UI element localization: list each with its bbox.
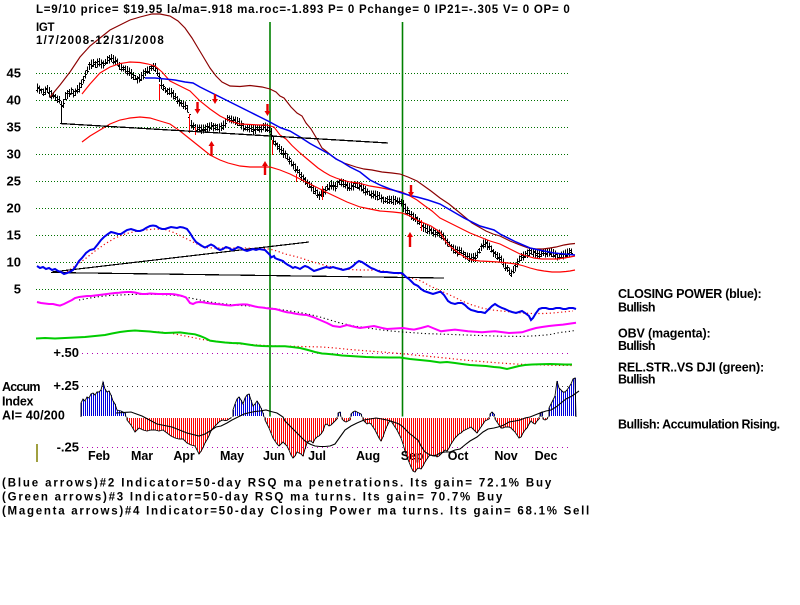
svg-text:Bullish: Bullish	[618, 301, 655, 315]
svg-text:1/7/2008-12/31/2008: 1/7/2008-12/31/2008	[36, 35, 165, 47]
svg-text:35: 35	[7, 120, 21, 135]
svg-text:(Blue arrows)#2 Indicator=50-d: (Blue arrows)#2 Indicator=50-day RSQ ma …	[2, 478, 553, 490]
svg-text:Aug: Aug	[356, 449, 380, 463]
svg-text:Mar: Mar	[131, 449, 153, 463]
svg-text:Jul: Jul	[308, 449, 326, 463]
svg-text:Bullish: Accumulation Rising.: Bullish: Accumulation Rising.	[618, 418, 780, 432]
svg-text:Dec: Dec	[535, 449, 558, 463]
svg-text:+.50: +.50	[53, 345, 79, 360]
svg-text:Bullish: Bullish	[618, 339, 655, 353]
svg-text:10: 10	[7, 255, 21, 270]
svg-text:Jun: Jun	[263, 449, 285, 463]
svg-text:L=9/10 price= $19.95 la/ma=.: L=9/10 price= $19.95 la/ma=.918 ma.roc=-…	[36, 4, 571, 16]
svg-text:Apr: Apr	[173, 449, 194, 463]
svg-text:Oct: Oct	[448, 449, 469, 463]
svg-text:30: 30	[7, 147, 21, 162]
svg-text:CLOSING POWER (blue):: CLOSING POWER (blue):	[618, 287, 761, 301]
svg-text:Accum: Accum	[2, 380, 40, 394]
svg-text:AI= 40/200: AI= 40/200	[2, 409, 65, 423]
svg-text:5: 5	[14, 282, 21, 297]
svg-text:Feb: Feb	[88, 449, 110, 463]
svg-text:OBV (magenta):: OBV (magenta):	[618, 327, 711, 341]
svg-text:45: 45	[7, 66, 21, 81]
svg-text:Index: Index	[2, 395, 33, 409]
svg-text:-.25: -.25	[57, 440, 79, 455]
svg-text:40: 40	[7, 93, 21, 108]
svg-text:+.25: +.25	[53, 378, 79, 393]
svg-text:Nov: Nov	[494, 449, 517, 463]
svg-text:(Green arrows)#3 Indicator=50-: (Green arrows)#3 Indicator=50-day RSQ ma…	[2, 492, 504, 504]
svg-text:15: 15	[7, 228, 21, 243]
svg-text:25: 25	[7, 174, 21, 189]
svg-text:May: May	[220, 449, 244, 463]
svg-text:(Magenta arrows)#4 Indicator=5: (Magenta arrows)#4 Indicator=50-day Clos…	[2, 506, 591, 518]
svg-text:Bullish: Bullish	[618, 373, 655, 387]
svg-text:IGT: IGT	[36, 22, 55, 34]
svg-text:Sep: Sep	[401, 449, 424, 463]
svg-text:20: 20	[7, 201, 21, 216]
svg-text:REL.STR..VS DJI (green):: REL.STR..VS DJI (green):	[618, 361, 764, 375]
